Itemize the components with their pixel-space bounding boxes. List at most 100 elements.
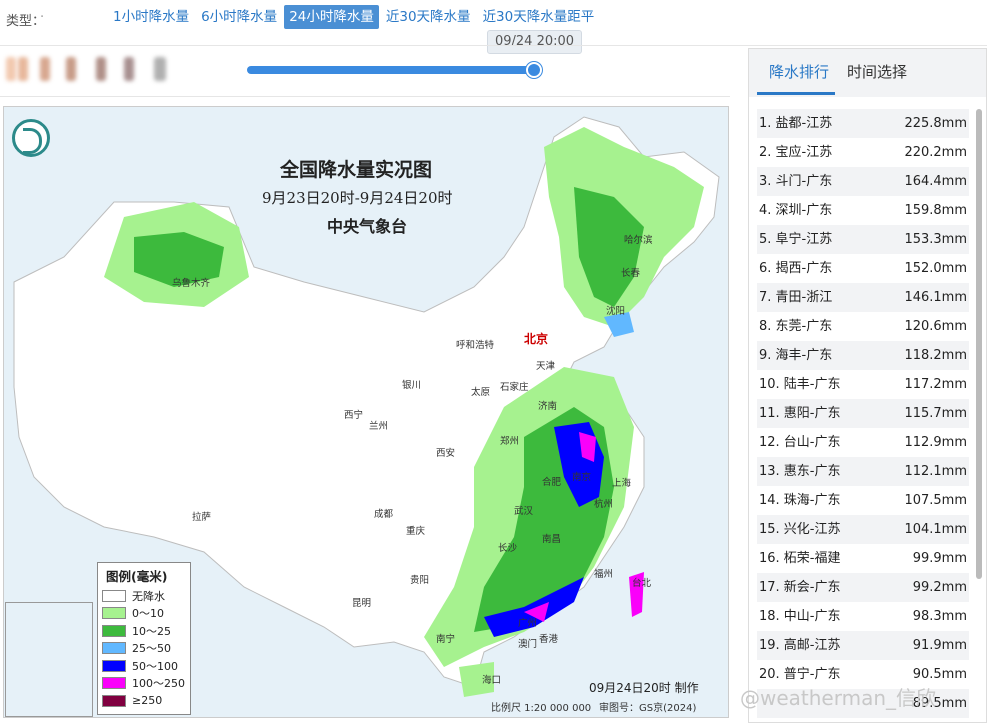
panel-tabs: 降水排行 时间选择	[749, 49, 986, 97]
tab-30d-anomaly[interactable]: 近30天降水量距平	[482, 9, 595, 25]
city-label: 济南	[538, 401, 558, 412]
city-label: 太原	[471, 387, 491, 398]
precip-value: 99.9mm	[912, 551, 967, 566]
ranking-row[interactable]: 4. 深圳-广东 159.8mm	[757, 196, 969, 225]
tab-1h-precip[interactable]: 1小时降水量	[113, 9, 190, 25]
ranking-row[interactable]: 8. 东莞-广东 120.6mm	[757, 312, 969, 341]
ranking-row[interactable]: 11. 惠阳-广东 115.7mm	[757, 399, 969, 428]
tab-time-select[interactable]: 时间选择	[847, 63, 908, 81]
station-name: 5. 阜宁-江苏	[759, 232, 833, 247]
city-label: 银川	[402, 380, 422, 391]
ranking-row[interactable]: 7. 青田-浙江 146.1mm	[757, 283, 969, 312]
station-name: 1. 盐都-江苏	[759, 116, 833, 131]
legend-item: 0～10	[98, 605, 190, 623]
time-slider-track[interactable]	[247, 66, 537, 74]
station-name: 13. 惠东-广东	[759, 464, 841, 479]
city-label: 南昌	[542, 534, 562, 545]
ranking-panel: 降水排行 时间选择 1. 盐都-江苏 225.8mm 2. 宝应-江苏 220.2mm…	[748, 48, 987, 723]
station-name: 20. 普宁-广东	[759, 667, 841, 682]
station-name: 11. 惠阳-广东	[759, 406, 841, 421]
tab-6h-precip[interactable]: 6小时降水量	[201, 9, 278, 25]
precip-value: 107.5mm	[904, 493, 967, 508]
ranking-row[interactable]: 2. 宝应-江苏 220.2mm	[757, 138, 969, 167]
station-name: 14. 珠海-广东	[759, 493, 841, 508]
city-label: 成都	[374, 509, 394, 520]
divider	[0, 45, 987, 46]
station-name: 17. 新会-广东	[759, 580, 841, 595]
city-label: 南京	[572, 472, 592, 483]
precip-value: 89.5mm	[912, 696, 967, 711]
tab-24h-precip[interactable]: 24小时降水量	[284, 5, 379, 29]
station-name: 8. 东莞-广东	[759, 319, 833, 334]
ranking-row[interactable]: 17. 新会-广东 99.2mm	[757, 573, 969, 602]
taiwan-extreme-area	[629, 572, 644, 617]
ranking-row[interactable]: 14. 珠海-广东 107.5mm	[757, 486, 969, 515]
ranking-row[interactable]: 19. 高邮-江苏 91.9mm	[757, 631, 969, 660]
ranking-row[interactable]: 3. 斗门-广东 164.4mm	[757, 167, 969, 196]
city-label: 昆明	[352, 598, 372, 609]
precip-value: 220.2mm	[904, 145, 967, 160]
ranking-row[interactable]: 10. 陆丰-广东 117.2mm	[757, 370, 969, 399]
city-label: 南宁	[436, 634, 456, 645]
time-slider-handle[interactable]	[526, 62, 542, 78]
ranking-row[interactable]: 20. 普宁-广东 90.5mm	[757, 660, 969, 689]
legend-item: ≥250	[98, 692, 190, 710]
precip-value: 117.2mm	[904, 377, 967, 392]
legend-item: 100～250	[98, 675, 190, 693]
station-name: 15. 兴化-江苏	[759, 522, 841, 537]
tab-precip-ranking[interactable]: 降水排行	[757, 49, 836, 95]
precip-value: 98.3mm	[912, 609, 967, 624]
blurred-legend-strip	[4, 57, 168, 83]
map-organization: 中央气象台	[327, 217, 408, 236]
precip-value: 153.3mm	[904, 232, 967, 247]
time-tooltip: 09/24 20:00	[487, 30, 582, 54]
city-label: 乌鲁木齐	[172, 278, 211, 289]
ranking-list: 1. 盐都-江苏 225.8mm 2. 宝应-江苏 220.2mm 3. 斗门-广东 16…	[757, 109, 969, 718]
ranking-row[interactable]: 16. 柘荣-福建 99.9mm	[757, 544, 969, 573]
legend-item: 50～100	[98, 657, 190, 675]
precip-value: 152.0mm	[904, 261, 967, 276]
type-dots: ·	[40, 10, 45, 25]
city-label: 西安	[436, 448, 456, 459]
ranking-row[interactable]: 13. 惠东-广东 112.1mm	[757, 457, 969, 486]
guangdong-storm-area	[484, 577, 584, 637]
precip-value: 91.9mm	[912, 638, 967, 653]
ranking-row[interactable]: 89.5mm	[757, 689, 969, 718]
legend-item: 10～25	[98, 622, 190, 640]
city-label: 澳门	[518, 639, 538, 650]
city-label: 天津	[536, 361, 556, 372]
city-label: 海口	[482, 675, 502, 686]
south-china-sea-inset	[5, 602, 93, 717]
city-label: 长春	[621, 268, 641, 279]
ranking-row[interactable]: 6. 揭西-广东 152.0mm	[757, 254, 969, 283]
map-made-time: 09月24日20时 制作	[589, 681, 699, 695]
map-graphic	[13, 116, 720, 697]
ranking-row[interactable]: 15. 兴化-江苏 104.1mm	[757, 515, 969, 544]
station-name: 10. 陆丰-广东	[759, 377, 841, 392]
watermark-text: @weatherman_信欣	[740, 686, 937, 710]
precip-value: 115.7mm	[904, 406, 967, 421]
precip-value: 159.8mm	[904, 203, 967, 218]
city-label: 郑州	[500, 436, 520, 447]
city-label: 呼和浩特	[456, 340, 495, 351]
precip-value: 90.5mm	[912, 667, 967, 682]
tab-30d-precip[interactable]: 近30天降水量	[385, 9, 471, 25]
city-label: 西宁	[344, 410, 364, 421]
ranking-row[interactable]: 9. 海丰-广东 118.2mm	[757, 341, 969, 370]
city-label: 香港	[539, 634, 559, 645]
station-name: 19. 高邮-江苏	[759, 638, 841, 653]
ranking-scrollbar[interactable]	[976, 109, 982, 579]
type-toolbar: 类型： · 1小时降水量 6小时降水量 24小时降水量 近30天降水量 近30天…	[0, 0, 987, 36]
city-label: 拉萨	[192, 512, 212, 523]
ranking-row[interactable]: 12. 台山-广东 112.9mm	[757, 428, 969, 457]
map-title: 全国降水量实况图	[280, 159, 433, 181]
jiangsu-extreme-area	[579, 432, 596, 462]
city-label: 长沙	[498, 543, 518, 554]
station-name: 2. 宝应-江苏	[759, 145, 833, 160]
precip-value: 112.9mm	[904, 435, 967, 450]
ranking-row[interactable]: 5. 阜宁-江苏 153.3mm	[757, 225, 969, 254]
ranking-row[interactable]: 18. 中山-广东 98.3mm	[757, 602, 969, 631]
ranking-row[interactable]: 1. 盐都-江苏 225.8mm	[757, 109, 969, 138]
station-name: 4. 深圳-广东	[759, 203, 833, 218]
city-label-capital: 北京	[524, 332, 549, 346]
